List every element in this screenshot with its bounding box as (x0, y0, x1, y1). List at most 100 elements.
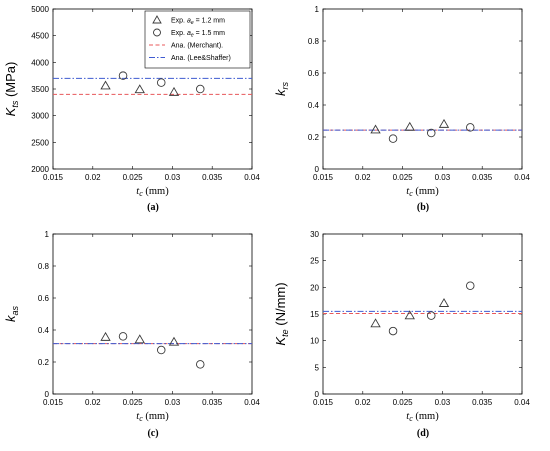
y-tick-label: 5 (315, 363, 320, 372)
x-tick-label: 0.04 (244, 398, 260, 407)
circle-point (427, 128, 436, 138)
legend-circle-marker (153, 28, 161, 37)
legend-triangle-marker (152, 15, 162, 24)
triangle-point (404, 310, 415, 320)
y-tick-label: 3000 (31, 112, 49, 121)
triangle-point (370, 124, 381, 134)
y-tick-label: 0.2 (308, 133, 320, 142)
y-tick-label: 0.6 (308, 69, 320, 78)
y-tick-label: 2000 (31, 165, 49, 174)
x-tick-label: 0.015 (313, 173, 334, 182)
y-tick-label: 0 (45, 390, 50, 399)
y-tick-label: 1 (315, 5, 320, 14)
y-tick-label: 5000 (31, 5, 49, 14)
x-tick-label: 0.03 (435, 398, 451, 407)
circle-point (157, 345, 166, 355)
axes-box (322, 233, 523, 395)
y-tick-label: 10 (310, 337, 319, 346)
x-tick-label: 0.02 (355, 173, 371, 182)
triangle-point (100, 331, 111, 341)
panel-label: (a) (147, 202, 159, 213)
x-tick-label: 0.025 (123, 398, 144, 407)
x-tick-label: 0.015 (43, 398, 64, 407)
y-tick-label: 3500 (31, 85, 49, 94)
x-tick-label: 0.03 (165, 398, 181, 407)
y-tick-label: 0 (315, 165, 320, 174)
circle-point (466, 123, 475, 132)
x-tick-label: 0.03 (165, 173, 181, 182)
y-tick-label: 25 (310, 257, 319, 266)
triangle-point (370, 318, 381, 328)
legend-label: Ana. (Merchant). (171, 43, 223, 50)
legend: Exp. ae = 1.2 mm Exp. ae = 1.5 mm Ana. (Me… (144, 10, 251, 69)
x-tick-label: 0.015 (313, 398, 334, 407)
y-tick-label: 1 (45, 230, 50, 239)
triangle-point (438, 118, 450, 128)
circle-point (388, 134, 398, 143)
circle-point (118, 71, 128, 80)
circle-point (388, 326, 398, 336)
legend-label: Ana. (Lee&Shaffer) (171, 55, 231, 62)
y-tick-label: 2500 (31, 138, 49, 147)
y-tick-label: 0.4 (308, 101, 320, 110)
chart-panel-1: 0.015 0.02 0.025 0.03 0.035 0.04 2000 2500 3000 3… (3, 5, 260, 213)
x-tick-label: 0.015 (43, 173, 64, 182)
x-tick-label: 0.02 (85, 173, 101, 182)
triangle-point (168, 86, 180, 96)
legend-label: Exp. ae = 1.2 mm (171, 18, 225, 27)
y-tick-label: 0 (315, 390, 320, 399)
axes-box (52, 233, 253, 395)
x-tick-label: 0.025 (123, 173, 144, 182)
x-tick-label: 0.04 (514, 398, 530, 407)
y-tick-label: 4000 (31, 58, 49, 67)
chart-panel-2: 0.015 0.02 0.025 0.03 0.035 0.04 0 0.2 0.4 0.6 0.8… (273, 5, 530, 213)
x-axis-label: tc (mm) (406, 411, 439, 423)
circle-point (196, 84, 205, 94)
x-axis-label: tc (mm) (136, 186, 169, 198)
triangle-point (404, 121, 415, 131)
y-tick-label: 0.8 (308, 37, 320, 46)
circle-point (427, 311, 436, 320)
y-tick-label: 15 (310, 310, 319, 319)
x-tick-label: 0.035 (472, 173, 493, 182)
circle-point (196, 360, 205, 369)
x-tick-label: 0.025 (393, 173, 414, 182)
y-axis-label: kas (3, 306, 20, 323)
chart-panel-4: 0.015 0.02 0.025 0.03 0.035 0.04 0 5 10 15 20 25 30 K… (273, 230, 530, 439)
x-tick-label: 0.04 (514, 173, 530, 182)
circle-point (118, 332, 128, 341)
panel-label: (c) (147, 428, 158, 439)
panel-label: (b) (417, 202, 429, 213)
y-tick-label: 0.2 (38, 358, 50, 367)
y-tick-label: 4500 (31, 32, 49, 41)
triangle-point (100, 80, 111, 90)
circle-point (466, 281, 475, 290)
x-tick-label: 0.02 (355, 398, 371, 407)
x-tick-label: 0.035 (472, 398, 493, 407)
y-tick-label: 0.4 (38, 326, 50, 335)
triangle-point (134, 84, 145, 94)
y-axis-label: krs (273, 82, 290, 96)
x-tick-label: 0.035 (202, 398, 223, 407)
y-tick-label: 30 (310, 230, 319, 239)
y-axis-label: Kte (N/mm) (273, 282, 290, 345)
y-axis-label: Kts (MPa) (3, 62, 20, 117)
legend-box (144, 10, 251, 69)
x-tick-label: 0.035 (202, 173, 223, 182)
x-axis-label: tc (mm) (406, 186, 439, 198)
triangle-point (438, 298, 450, 307)
chart-panel-3: 0.015 0.02 0.025 0.03 0.035 0.04 0 0.2 0.4 0.6 0.8… (3, 230, 260, 439)
x-tick-label: 0.025 (393, 398, 414, 407)
x-tick-label: 0.04 (244, 173, 260, 182)
triangle-point (168, 336, 180, 346)
legend-label: Exp. ae = 1.5 mm (171, 30, 225, 39)
triangle-point (134, 334, 145, 344)
circle-point (157, 78, 166, 87)
y-tick-label: 0.6 (38, 294, 50, 303)
y-tick-label: 0.8 (38, 262, 50, 271)
x-tick-label: 0.02 (85, 398, 101, 407)
x-tick-label: 0.03 (435, 173, 451, 182)
y-tick-label: 20 (310, 283, 319, 292)
